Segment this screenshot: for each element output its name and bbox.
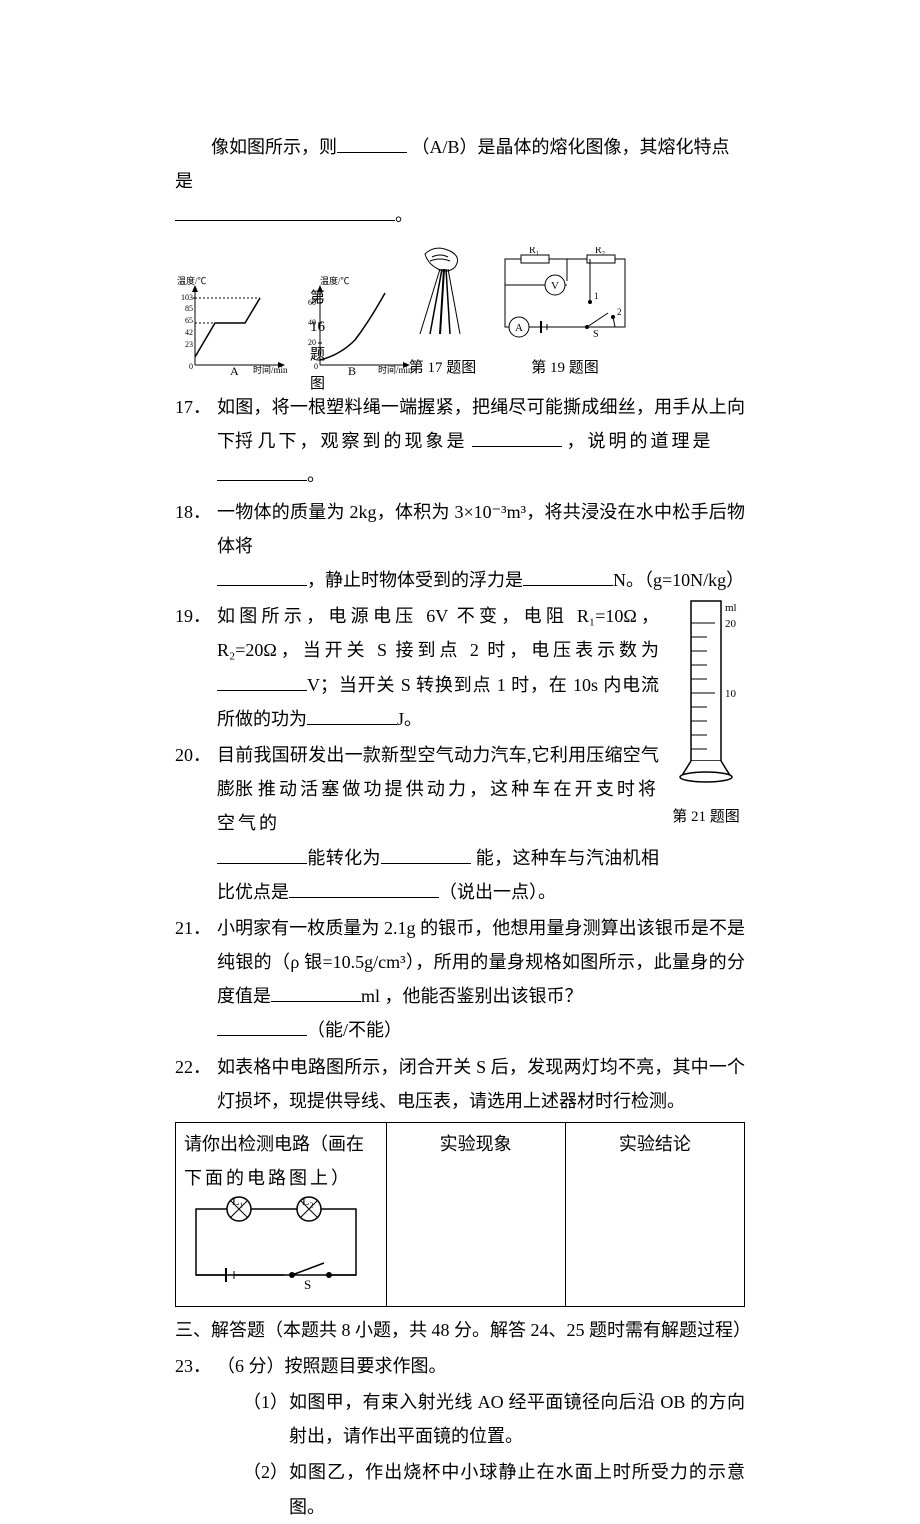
text: 下面的电路图上） <box>184 1161 378 1195</box>
svg-text:L₁: L₁ <box>232 1195 244 1208</box>
q23-sub2: （2） 如图乙，作出烧杯中小球静止在水面上时所受力的示意图。 <box>243 1455 745 1523</box>
svg-text:R₁: R₁ <box>529 247 539 256</box>
question-20: 20． 目前我国研发出一款新型空气动力汽车,它利用压缩空气膨胀 推动活塞做功提供… <box>175 738 659 909</box>
figure-16a: 温度/℃ 103 85 65 42 23 0 时间/min A <box>175 275 290 382</box>
svg-text:10: 10 <box>725 688 737 700</box>
sub-number: （1） <box>243 1385 289 1453</box>
q-number: 19． <box>175 599 211 736</box>
svg-text:85: 85 <box>185 304 193 313</box>
question-19: 19． 如图所示，电源电压 6V 不变，电阻 R₁=10Ω，R₂=20Ω，当开关… <box>175 599 659 736</box>
q22-table: 请你出检测电路（画在 下面的电路图上） L₁ L₂ <box>175 1122 745 1307</box>
q-number: 18． <box>175 495 211 598</box>
question-18: 18． 一物体的质量为 2kg，体积为 3×10⁻³m³，将共浸没在水中松手后物… <box>175 495 745 598</box>
svg-text:ml: ml <box>725 602 737 614</box>
text: 。 <box>395 205 413 225</box>
q-number: 23． <box>175 1349 211 1524</box>
q16-continued: 像如图所示，则 （A/B）是晶体的熔化图像，其熔化特点是 <box>175 130 745 198</box>
text: 如图甲，有束入射光线 AO 经平面镜径向后沿 OB 的方向射出，请作出平面镜的位… <box>289 1385 745 1453</box>
svg-text:V: V <box>551 280 559 292</box>
question-21: 21． 小明家有一枚质量为 2.1g 的银币，他想用量身测算出该银币是不是纯银的… <box>175 911 745 1048</box>
text: 如表格中电路图所示，闭合开关 S 后，发现两灯均不亮，其中一个灯损坏，现提供导线… <box>217 1057 745 1111</box>
question-17: 17． 如图，将一根塑料绳一端握紧，把绳尽可能撕成细丝，用手从上向下捋 几下，观… <box>175 390 745 493</box>
svg-text:S: S <box>304 1277 311 1290</box>
svg-text:时间/min: 时间/min <box>253 364 288 375</box>
svg-text:103: 103 <box>181 293 193 302</box>
text: 能转化为 <box>307 848 381 868</box>
text: 一物体的质量为 2kg，体积为 3×10⁻³m³，将共浸没在水中松手后物体将 <box>217 502 745 556</box>
question-22: 22． 如表格中电路图所示，闭合开关 S 后，发现两灯均不亮，其中一个灯损坏，现… <box>175 1050 745 1118</box>
figure-17: 第 17 题图 <box>400 239 485 383</box>
text: 几下，观察到的现象是 <box>258 431 468 451</box>
page-content: 像如图所示，则 （A/B）是晶体的熔化图像，其熔化特点是 。 温度/℃ 103 … <box>175 130 745 1524</box>
text: ml ，他能否鉴别出该银币？ <box>361 986 583 1006</box>
text: 如图乙，作出烧杯中小球静止在水面上时所受力的示意图。 <box>289 1455 745 1523</box>
svg-text:A: A <box>230 364 239 375</box>
question-23: 23． （6 分）按照题目要求作图。 （1） 如图甲，有束入射光线 AO 经平面… <box>175 1349 745 1524</box>
q16-blank-line: 。 <box>175 198 745 232</box>
table-header-col3: 实验结论 <box>565 1123 744 1307</box>
section-3-heading: 三、解答题（本题共 8 小题，共 48 分。解答 24、25 题时需有解题过程） <box>175 1313 745 1347</box>
text: 像如图所示，则 <box>211 137 337 157</box>
caption-19: 第 19 题图 <box>495 354 635 383</box>
q22-circuit-icon: L₁ L₂ S <box>184 1195 369 1290</box>
text: ，静止时物体受到的浮力是 <box>307 570 523 590</box>
table-cell: 请你出检测电路（画在 下面的电路图上） L₁ L₂ <box>176 1123 387 1307</box>
svg-text:1: 1 <box>594 291 599 301</box>
q-number: 22． <box>175 1050 211 1118</box>
q-number: 21． <box>175 911 211 1048</box>
text: J。 <box>397 709 422 729</box>
text: 如图所示，电源电压 6V 不变，电阻 R₁=10Ω，R₂=20Ω，当开关 S 接… <box>217 606 659 660</box>
axis-label-y: 温度/℃ <box>177 275 207 286</box>
svg-text:S: S <box>593 329 599 340</box>
text: 推动活塞做功提供动力，这种车在开支时将空气的 <box>217 779 659 833</box>
svg-text:2: 2 <box>617 307 622 317</box>
q-number: 20． <box>175 738 211 909</box>
caption-21: 第 21 题图 <box>667 803 745 832</box>
table-header-col2: 实验现象 <box>386 1123 565 1307</box>
text: （说出一点）。 <box>439 882 556 902</box>
text: 。 <box>307 465 325 485</box>
svg-text:0: 0 <box>189 362 193 371</box>
text: 请你出检测电路（画在 <box>184 1127 378 1161</box>
svg-text:20: 20 <box>725 618 737 630</box>
caption-16: 第 16 题图 <box>310 284 325 398</box>
svg-text:23: 23 <box>185 340 193 349</box>
svg-text:42: 42 <box>185 328 193 337</box>
svg-text:65: 65 <box>185 316 193 325</box>
sub-number: （2） <box>243 1455 289 1523</box>
text: N。（g=10N/kg） <box>613 570 744 590</box>
q-number: 17． <box>175 390 211 493</box>
svg-text:R₂: R₂ <box>595 247 605 256</box>
caption-17: 第 17 题图 <box>400 354 485 383</box>
svg-text:A: A <box>515 322 523 334</box>
text: （6 分）按照题目要求作图。 <box>217 1356 447 1376</box>
text: ，说明的道理是 <box>567 431 714 451</box>
figure-21: ml 20 10 第 21 题图 <box>667 597 745 832</box>
q23-sub1: （1） 如图甲，有束入射光线 AO 经平面镜径向后沿 OB 的方向射出，请作出平… <box>243 1385 745 1453</box>
svg-text:B: B <box>348 364 356 375</box>
figure-row-16-17-19: 温度/℃ 103 85 65 42 23 0 时间/min A 温度/℃ <box>175 239 745 383</box>
svg-text:L₂: L₂ <box>302 1195 314 1208</box>
text: （能/不能） <box>307 1020 402 1040</box>
figure-19: R₁ R₂ V A 1 2 <box>495 247 635 383</box>
